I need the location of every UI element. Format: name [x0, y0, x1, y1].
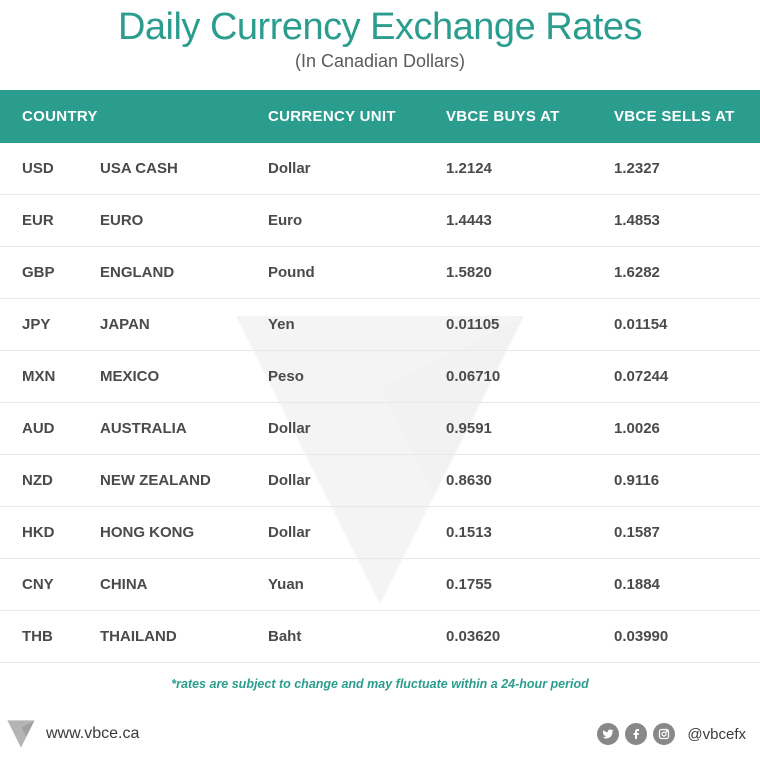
cell-code: THB: [0, 628, 100, 645]
cell-sells: 0.07244: [614, 368, 760, 385]
table-row: MXNMEXICOPeso0.067100.07244: [0, 351, 760, 403]
cell-code: NZD: [0, 472, 100, 489]
instagram-icon[interactable]: [653, 723, 675, 745]
page-title: Daily Currency Exchange Rates: [0, 0, 760, 49]
cell-code: GBP: [0, 264, 100, 281]
table-row: HKDHONG KONGDollar0.15130.1587: [0, 507, 760, 559]
facebook-icon[interactable]: [625, 723, 647, 745]
cell-unit: Peso: [268, 368, 446, 385]
cell-code: USD: [0, 160, 100, 177]
table-row: USDUSA CASHDollar1.21241.2327: [0, 143, 760, 195]
cell-buys: 0.01105: [446, 316, 614, 333]
cell-country: HONG KONG: [100, 524, 268, 541]
cell-code: HKD: [0, 524, 100, 541]
table-row: AUDAUSTRALIADollar0.95911.0026: [0, 403, 760, 455]
cell-buys: 1.4443: [446, 212, 614, 229]
header-country: COUNTRY: [0, 108, 268, 125]
cell-buys: 0.06710: [446, 368, 614, 385]
header-sells: VBCE SELLS AT: [614, 108, 760, 125]
table-row: GBPENGLANDPound1.58201.6282: [0, 247, 760, 299]
cell-code: EUR: [0, 212, 100, 229]
cell-country: USA CASH: [100, 160, 268, 177]
cell-unit: Yuan: [268, 576, 446, 593]
cell-unit: Dollar: [268, 524, 446, 541]
cell-unit: Dollar: [268, 420, 446, 437]
table-row: JPYJAPANYen0.011050.01154: [0, 299, 760, 351]
table-row: THBTHAILANDBaht0.036200.03990: [0, 611, 760, 663]
cell-country: JAPAN: [100, 316, 268, 333]
cell-buys: 1.2124: [446, 160, 614, 177]
cell-buys: 0.03620: [446, 628, 614, 645]
table-row: CNYCHINAYuan0.17550.1884: [0, 559, 760, 611]
cell-unit: Dollar: [268, 160, 446, 177]
social-links: @vbcefx: [597, 723, 746, 745]
disclaimer-text: *rates are subject to change and may flu…: [0, 677, 760, 691]
cell-country: MEXICO: [100, 368, 268, 385]
header-unit: CURRENCY UNIT: [268, 108, 446, 125]
cell-country: ENGLAND: [100, 264, 268, 281]
cell-sells: 0.03990: [614, 628, 760, 645]
cell-code: CNY: [0, 576, 100, 593]
cell-sells: 0.01154: [614, 316, 760, 333]
cell-buys: 0.1513: [446, 524, 614, 541]
rates-table: COUNTRY CURRENCY UNIT VBCE BUYS AT VBCE …: [0, 90, 760, 663]
cell-buys: 1.5820: [446, 264, 614, 281]
cell-sells: 0.1587: [614, 524, 760, 541]
brand-logo-icon: [4, 717, 38, 751]
cell-sells: 1.2327: [614, 160, 760, 177]
table-row: NZDNEW ZEALANDDollar0.86300.9116: [0, 455, 760, 507]
twitter-icon[interactable]: [597, 723, 619, 745]
cell-country: EURO: [100, 212, 268, 229]
footer: www.vbce.ca @vbcefx: [0, 711, 760, 757]
cell-sells: 1.4853: [614, 212, 760, 229]
cell-country: NEW ZEALAND: [100, 472, 268, 489]
cell-sells: 1.0026: [614, 420, 760, 437]
cell-unit: Euro: [268, 212, 446, 229]
website-link[interactable]: www.vbce.ca: [46, 725, 139, 743]
cell-buys: 0.8630: [446, 472, 614, 489]
cell-country: CHINA: [100, 576, 268, 593]
cell-unit: Dollar: [268, 472, 446, 489]
cell-code: JPY: [0, 316, 100, 333]
page-subtitle: (In Canadian Dollars): [0, 51, 760, 72]
cell-code: MXN: [0, 368, 100, 385]
cell-sells: 0.9116: [614, 472, 760, 489]
cell-sells: 1.6282: [614, 264, 760, 281]
cell-buys: 0.9591: [446, 420, 614, 437]
cell-code: AUD: [0, 420, 100, 437]
cell-country: AUSTRALIA: [100, 420, 268, 437]
cell-unit: Baht: [268, 628, 446, 645]
table-header-row: COUNTRY CURRENCY UNIT VBCE BUYS AT VBCE …: [0, 90, 760, 143]
header-buys: VBCE BUYS AT: [446, 108, 614, 125]
cell-buys: 0.1755: [446, 576, 614, 593]
cell-sells: 0.1884: [614, 576, 760, 593]
cell-unit: Yen: [268, 316, 446, 333]
table-row: EUREUROEuro1.44431.4853: [0, 195, 760, 247]
cell-unit: Pound: [268, 264, 446, 281]
cell-country: THAILAND: [100, 628, 268, 645]
social-handle[interactable]: @vbcefx: [687, 726, 746, 743]
